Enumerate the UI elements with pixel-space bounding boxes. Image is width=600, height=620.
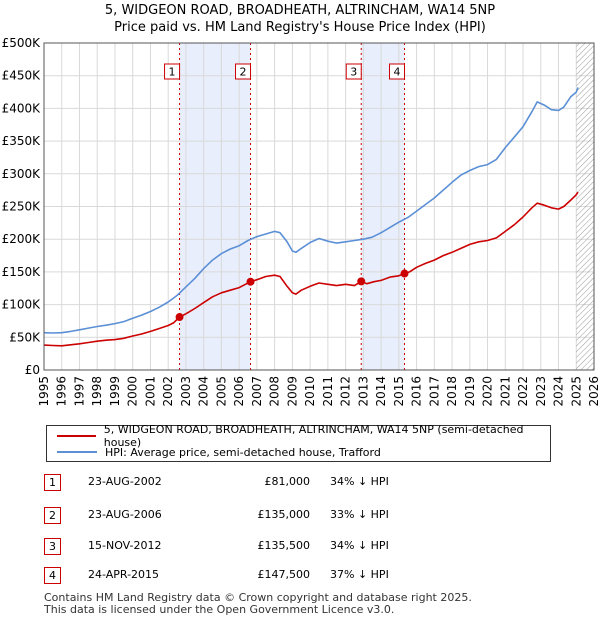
transaction-price: £81,000 bbox=[264, 475, 311, 488]
y-tick-label: £400K bbox=[2, 101, 42, 115]
transaction-date: 23-AUG-2006 bbox=[88, 508, 162, 521]
x-tick-label: 2007 bbox=[250, 376, 264, 407]
y-tick-label: £100K bbox=[2, 298, 42, 312]
transaction-hpi: 33% ↓ HPI bbox=[330, 508, 389, 521]
sale-marker bbox=[175, 313, 184, 322]
x-tick-label: 2008 bbox=[268, 376, 282, 407]
plot-frame bbox=[43, 42, 595, 371]
transaction-number: 2 bbox=[44, 507, 61, 524]
x-tick-label: 2018 bbox=[445, 376, 459, 407]
transaction-row: 1 23-AUG-2002 £81,000 34% ↓ HPI bbox=[44, 474, 464, 492]
footer-licence: This data is licensed under the Open Gov… bbox=[44, 603, 395, 616]
x-tick-label: 2020 bbox=[481, 376, 495, 407]
y-tick-label: £500K bbox=[2, 36, 42, 50]
y-tick-label: £0 bbox=[25, 363, 40, 377]
transaction-price: £135,000 bbox=[257, 508, 311, 521]
sale-label-box bbox=[164, 63, 181, 80]
y-tick-label: £250K bbox=[2, 200, 42, 214]
forecast-hatch bbox=[576, 43, 594, 370]
x-tick-label: 2003 bbox=[179, 376, 193, 407]
transaction-date: 24-APR-2015 bbox=[88, 568, 160, 581]
x-tick-label: 2015 bbox=[392, 376, 406, 407]
y-tick-label: £200K bbox=[2, 232, 42, 246]
forecast-region bbox=[576, 43, 594, 370]
x-tick-label: 2019 bbox=[463, 376, 477, 407]
sale-label-box bbox=[235, 63, 252, 80]
transaction-hpi: 34% ↓ HPI bbox=[330, 539, 389, 552]
x-tick-label: 2021 bbox=[498, 376, 512, 407]
x-tick-label: 2001 bbox=[143, 376, 157, 407]
y-tick-label: £50K bbox=[9, 330, 41, 344]
transaction-number: 4 bbox=[44, 567, 61, 584]
axes: £0 £50K £100K £150K £200K £250K £300K £350K £400… bbox=[2, 36, 600, 407]
sale-label-box bbox=[345, 63, 362, 80]
footer-copyright: Contains HM Land Registry data © Crown c… bbox=[44, 591, 472, 604]
x-tick-label: 2010 bbox=[303, 376, 317, 407]
price-chart: 1 2 3 4 £0 £50K £100K £150K £200K £250K £300K £350… bbox=[2, 36, 600, 407]
series-line bbox=[43, 191, 579, 347]
x-tick-label: 2000 bbox=[126, 376, 140, 407]
legend-property-label: 5, WIDGEON ROAD, BROADHEATH, ALTRINCHAM,… bbox=[103, 423, 524, 449]
x-tick-label: 1996 bbox=[55, 376, 69, 407]
sale-label-number: 1 bbox=[169, 66, 176, 79]
x-tick-label: 2026 bbox=[587, 376, 600, 407]
legend-hpi: HPI: Average price, semi-detached house,… bbox=[57, 445, 381, 459]
x-tick-label: 2013 bbox=[356, 376, 370, 407]
y-tick-label: £450K bbox=[2, 69, 42, 83]
transaction-price: £147,500 bbox=[257, 568, 311, 581]
legend-property: 5, WIDGEON ROAD, BROADHEATH, ALTRINCHAM,… bbox=[57, 423, 550, 449]
x-tick-label: 2017 bbox=[427, 376, 441, 407]
sale-marker bbox=[400, 269, 409, 278]
x-tick-label: 2011 bbox=[321, 376, 335, 407]
sale-markers: 1 2 3 4 bbox=[164, 63, 409, 322]
x-tick-label: 2014 bbox=[374, 376, 388, 407]
transaction-price: £135,500 bbox=[257, 539, 311, 552]
transaction-date: 15-NOV-2012 bbox=[88, 539, 162, 552]
chart-title: 5, WIDGEON ROAD, BROADHEATH, ALTRINCHAM,… bbox=[104, 3, 496, 18]
legend-property-swatch bbox=[57, 435, 96, 437]
x-tick-label: 2006 bbox=[232, 376, 246, 407]
sale-marker bbox=[246, 277, 255, 286]
transaction-row: 4 24-APR-2015 £147,500 37% ↓ HPI bbox=[44, 567, 464, 585]
legend-hpi-swatch bbox=[57, 451, 97, 453]
series-lines bbox=[43, 87, 579, 347]
x-tick-label: 1997 bbox=[72, 376, 86, 407]
x-tick-label: 2024 bbox=[552, 376, 566, 407]
sale-label-number: 2 bbox=[240, 66, 247, 79]
y-tick-label: £300K bbox=[2, 167, 42, 181]
x-tick-label: 2025 bbox=[569, 376, 583, 407]
x-tick-label: 1995 bbox=[37, 376, 51, 407]
y-tick-label: £150K bbox=[2, 265, 42, 279]
chart-subtitle: Price paid vs. HM Land Registry's House … bbox=[114, 20, 486, 35]
transaction-row: 2 23-AUG-2006 £135,000 33% ↓ HPI bbox=[44, 507, 464, 525]
sale-label-number: 4 bbox=[394, 66, 401, 79]
x-tick-label: 2012 bbox=[339, 376, 353, 407]
x-tick-label: 2005 bbox=[214, 376, 228, 407]
y-tick-label: £350K bbox=[2, 134, 42, 148]
sale-marker bbox=[357, 277, 366, 286]
transaction-hpi: 34% ↓ HPI bbox=[330, 475, 389, 488]
transaction-date: 23-AUG-2002 bbox=[88, 475, 162, 488]
sale-label-box bbox=[389, 63, 406, 80]
x-tick-label: 2023 bbox=[534, 376, 548, 407]
x-tick-label: 1998 bbox=[90, 376, 104, 407]
series-line bbox=[43, 87, 579, 334]
x-tick-label: 2022 bbox=[516, 376, 530, 407]
transaction-number: 1 bbox=[44, 474, 61, 491]
transaction-row: 3 15-NOV-2012 £135,500 34% ↓ HPI bbox=[44, 538, 464, 556]
x-tick-label: 1999 bbox=[108, 376, 122, 407]
x-tick-label: 2004 bbox=[197, 376, 211, 407]
legend-hpi-label: HPI: Average price, semi-detached house,… bbox=[105, 445, 381, 459]
x-tick-label: 2002 bbox=[161, 376, 175, 407]
x-tick-label: 2009 bbox=[285, 376, 299, 407]
transaction-number: 3 bbox=[44, 538, 61, 555]
transaction-hpi: 37% ↓ HPI bbox=[330, 568, 389, 581]
legend: 5, WIDGEON ROAD, BROADHEATH, ALTRINCHAM,… bbox=[46, 423, 551, 462]
x-tick-label: 2016 bbox=[410, 376, 424, 407]
sale-label-number: 3 bbox=[350, 66, 357, 79]
